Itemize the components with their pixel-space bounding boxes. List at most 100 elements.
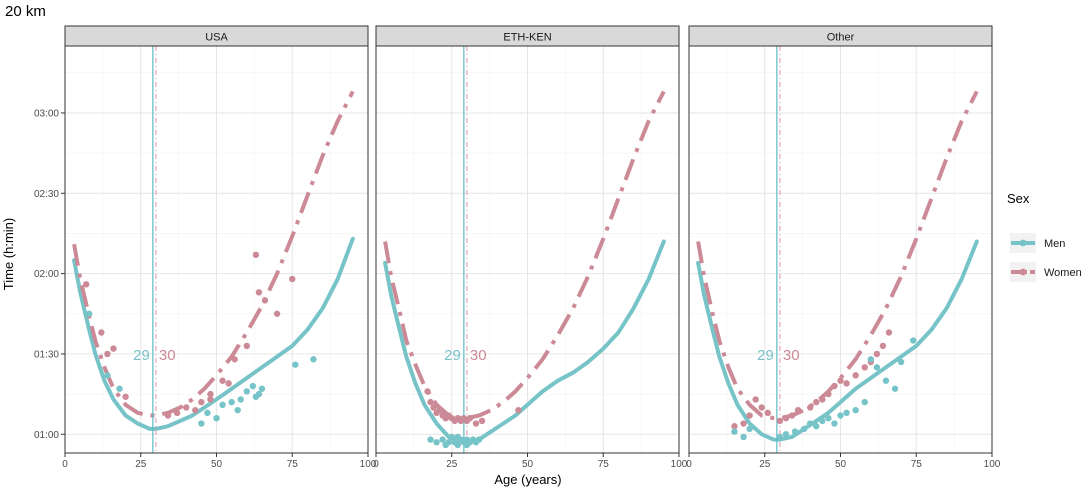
- women-point: [472, 420, 480, 427]
- men-point: [800, 425, 808, 433]
- men-point: [861, 398, 868, 406]
- men-point: [867, 356, 874, 363]
- men-point: [433, 439, 440, 446]
- women-point: [207, 396, 214, 403]
- men-point: [454, 441, 462, 449]
- legend-entries: Men Women: [1010, 233, 1082, 282]
- men-point: [891, 385, 899, 392]
- men-point: [825, 414, 832, 422]
- women-point: [843, 380, 850, 387]
- men-point: [237, 396, 244, 403]
- men-peak-age-label: 29: [757, 347, 774, 364]
- men-trend-curve: [383, 239, 666, 445]
- x-tick-label: 0: [62, 459, 68, 470]
- women-point: [225, 380, 232, 387]
- women-point: [424, 388, 431, 395]
- women-point: [173, 409, 181, 417]
- legend: Sex Men Women: [1007, 191, 1082, 282]
- women-point: [122, 393, 129, 400]
- women-point: [764, 409, 771, 417]
- x-tick-label: 25: [759, 459, 771, 470]
- women-point: [794, 406, 802, 414]
- women-point: [837, 377, 844, 384]
- women-point: [852, 372, 859, 379]
- facet-strip-label: Other: [827, 32, 855, 44]
- women-point: [427, 398, 434, 406]
- facet-strip-label: ETH-KEN: [503, 32, 551, 44]
- men-point: [204, 409, 211, 417]
- x-tick-label: 50: [522, 459, 534, 470]
- women-point: [740, 420, 747, 427]
- men-point: [104, 372, 111, 379]
- men-point: [837, 412, 844, 419]
- x-tick-label: 25: [446, 459, 458, 470]
- facet-strip: [688, 25, 993, 47]
- men-point: [807, 420, 814, 427]
- x-tick-label: 25: [135, 459, 147, 470]
- men-trend-curve: [72, 236, 355, 431]
- men-point: [255, 390, 263, 398]
- women-point: [164, 412, 172, 419]
- men-point: [258, 385, 266, 392]
- men-point: [475, 436, 483, 443]
- women-point: [831, 382, 838, 390]
- women-point: [873, 350, 881, 358]
- men-point: [463, 436, 471, 443]
- y-tick-label: 03:00: [34, 108, 59, 119]
- legend-entry-men: Men: [1010, 233, 1065, 253]
- panel-usa: 29 30 USA 0 25 50 75 100 01:00 01:30 02:00 02:30 03:…: [34, 25, 377, 470]
- x-tick-label: 100: [984, 459, 1001, 470]
- men-point: [292, 361, 299, 368]
- y-tick-label: 02:30: [34, 189, 59, 200]
- women-point: [231, 356, 238, 363]
- women-point: [788, 412, 796, 419]
- men-point: [882, 377, 890, 384]
- women-point: [183, 404, 190, 411]
- x-tick-label: 100: [671, 459, 688, 470]
- facet-strip-label: USA: [205, 32, 228, 44]
- men-point: [86, 310, 93, 317]
- men-point: [782, 431, 790, 438]
- x-axis-label: Age (years): [494, 472, 561, 487]
- y-tick-label: 02:00: [34, 269, 59, 280]
- women-point: [261, 297, 269, 304]
- panels: 29 30 USA 0 25 50 75 100 01:00 01:30 02:00 02:30 03:…: [34, 25, 1001, 470]
- men-point: [740, 433, 747, 441]
- women-point: [752, 396, 759, 403]
- legend-entry-label: Men: [1044, 238, 1065, 250]
- x-tick-label: 50: [835, 459, 847, 470]
- men-point: [910, 337, 917, 344]
- men-point: [873, 364, 881, 371]
- women-point: [782, 414, 790, 422]
- women-point: [219, 377, 226, 384]
- men-point: [213, 414, 220, 422]
- men-point: [219, 401, 226, 409]
- men-point: [234, 406, 241, 414]
- women-point: [819, 396, 826, 403]
- men-point: [731, 428, 738, 435]
- x-tick-label: 75: [287, 459, 299, 470]
- women-point: [430, 404, 437, 411]
- women-point: [758, 404, 765, 411]
- women-point: [255, 289, 263, 296]
- facet-strip: [64, 25, 369, 47]
- men-point: [439, 436, 446, 443]
- women-point: [98, 329, 105, 336]
- x-tick-label: 0: [373, 459, 379, 470]
- legend-title: Sex: [1007, 191, 1030, 206]
- women-point: [252, 251, 260, 259]
- women-point: [879, 342, 887, 350]
- x-tick-label: 75: [911, 459, 923, 470]
- men-point: [819, 417, 826, 425]
- men-point: [746, 425, 753, 433]
- x-tick-label: 0: [686, 459, 692, 470]
- men-point: [831, 420, 838, 427]
- women-point: [83, 281, 90, 288]
- women-point: [731, 423, 738, 430]
- legend-entry-women: Women: [1010, 262, 1082, 282]
- legend-key-point: [1019, 239, 1027, 247]
- y-axis-label: Time (h:min): [1, 218, 16, 290]
- men-point: [310, 356, 317, 363]
- men-point: [776, 433, 784, 441]
- women-point: [746, 412, 753, 419]
